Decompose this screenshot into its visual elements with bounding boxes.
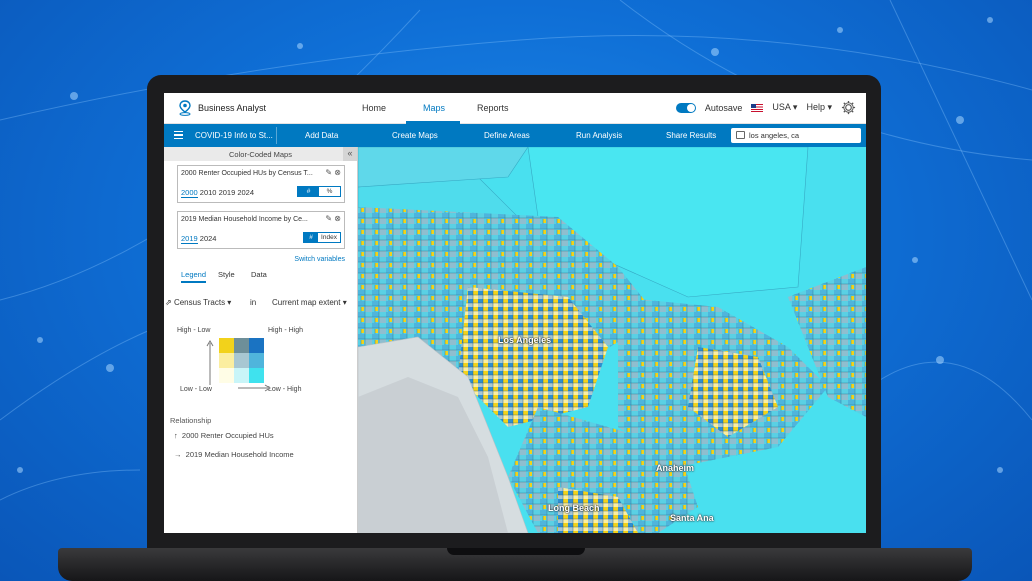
relationship-y-label: 2000 Renter Occupied HUs [181,431,274,440]
map-view[interactable]: Los Angeles Anaheim Long Beach Santa Ana [358,147,866,533]
edit-icon[interactable]: ✎ [325,214,333,223]
app-screen: Business Analyst Home Maps Reports Autos… [164,93,866,533]
legend-low-high: Low - High [268,386,302,393]
create-maps-button[interactable]: Create Maps [392,131,438,140]
hamburger-menu-icon[interactable] [174,131,183,139]
main-toolbar: COVID-19 Info to St... Add Data Create M… [164,124,866,147]
nav-tab-home[interactable]: Home [362,103,387,113]
location-search-input[interactable]: los angeles, ca [731,128,861,143]
percent-option[interactable]: % [326,188,333,195]
country-dropdown[interactable]: USA ▾ [772,102,798,112]
panel-title: Color-Coded Maps « [164,147,357,161]
tab-data[interactable]: Data [251,270,267,279]
relationship-x-variable: → 2019 Median Household Income [174,450,294,459]
brand[interactable]: Business Analyst [178,100,266,116]
header-tools: Autosave USA ▾ Help ▾ [675,100,856,115]
toolbar-divider [276,127,277,144]
define-areas-button[interactable]: Define Areas [484,131,530,140]
map-label-city: Long Beach [548,503,600,513]
map-canvas [358,147,866,533]
tab-legend[interactable]: Legend [181,270,207,283]
laptop-notch [447,548,585,555]
legend-cell [249,353,264,368]
app-title: Business Analyst [198,103,267,113]
legend-cell [249,368,264,383]
legend-cell [219,338,234,353]
tab-style[interactable]: Style [218,270,235,279]
year-option[interactable]: 2010 [199,188,217,197]
help-label: Help [806,102,825,112]
location-search-value: los angeles, ca [749,131,800,140]
autosave-toggle[interactable] [675,102,696,113]
map-pin-icon [736,131,745,139]
map-label-city: Santa Ana [670,513,714,523]
year-option[interactable]: 2000 [181,188,198,198]
legend-high-low: High - Low [177,327,211,334]
legend-cell [234,353,249,368]
count-option[interactable]: # [304,233,318,242]
autosave-label: Autosave [704,102,743,113]
map-label-city: Los Angeles [498,335,552,345]
color-coded-maps-panel: Color-Coded Maps « 2000 Renter Occupied … [164,147,358,533]
close-icon[interactable]: ⊗ [334,168,341,177]
help-dropdown[interactable]: Help ▾ [806,102,832,112]
value-type-toggle: # Index [303,232,341,243]
count-option[interactable]: # [298,187,319,196]
arrow-right-icon: → [174,450,182,459]
arrow-up-icon: ↑ [174,431,178,440]
switch-variables-link[interactable]: Switch variables [294,256,345,263]
year-option[interactable]: 2024 [199,234,217,243]
value-type-toggle: # % [297,186,341,197]
close-icon[interactable]: ⊗ [334,214,341,223]
legend-cell [234,338,249,353]
map-label-city: Anaheim [656,463,695,473]
legend-cell [249,338,264,353]
year-option[interactable]: 2019 [181,234,198,244]
top-header: Business Analyst Home Maps Reports Autos… [164,93,866,124]
gear-icon[interactable] [841,100,856,115]
edit-icon[interactable]: ✎ [325,168,333,177]
variable-card-2[interactable]: 2019 Median Household Income by Ce... ✎ … [177,211,345,249]
variable-card-1[interactable]: 2000 Renter Occupied HUs by Census T... … [177,165,345,203]
panel-title-text: Color-Coded Maps [229,150,292,159]
index-option[interactable]: Index [321,234,337,241]
legend-cell [234,368,249,383]
year-option[interactable]: 2019 [218,188,236,197]
relationship-title: Relationship [170,416,212,425]
extent-value: Current map extent [272,298,341,307]
nav-tab-maps[interactable]: Maps [423,103,446,113]
relationship-x-label: 2019 Median Household Income [185,450,294,459]
add-data-button[interactable]: Add Data [305,131,339,140]
legend-high-high: High - High [268,327,304,334]
variable-2-name: 2019 Median Household Income by Ce... [181,216,308,223]
variable-1-name: 2000 Renter Occupied HUs by Census T... [181,170,313,177]
country-label: USA [772,102,791,112]
extent-dropdown[interactable]: Current map extent ▾ [272,298,347,307]
nav-tab-reports[interactable]: Reports [477,103,509,113]
relationship-y-variable: ↑ 2000 Renter Occupied HUs [174,431,274,440]
active-tab-indicator [406,121,460,124]
geography-dropdown[interactable]: ⇗ Census Tracts ▾ [165,298,232,307]
legend-cell [219,368,234,383]
geography-value: Census Tracts [173,298,226,307]
in-label: in [250,298,257,307]
project-selector[interactable]: COVID-19 Info to St... [195,131,273,140]
run-analysis-button[interactable]: Run Analysis [576,131,623,140]
legend-axis-arrows [206,340,271,392]
collapse-panel-icon[interactable]: « [343,147,357,161]
legend-cell [219,353,234,368]
legend-low-low: Low - Low [180,386,212,393]
bivariate-legend-grid [219,338,264,383]
us-flag-icon [751,103,764,112]
business-analyst-logo-icon [179,100,191,116]
share-results-button[interactable]: Share Results [666,131,717,140]
year-option[interactable]: 2024 [237,188,255,197]
